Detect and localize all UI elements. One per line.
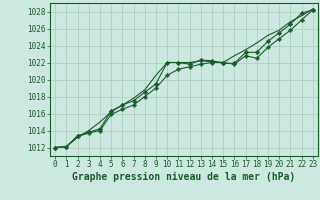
X-axis label: Graphe pression niveau de la mer (hPa): Graphe pression niveau de la mer (hPa) xyxy=(72,172,296,182)
